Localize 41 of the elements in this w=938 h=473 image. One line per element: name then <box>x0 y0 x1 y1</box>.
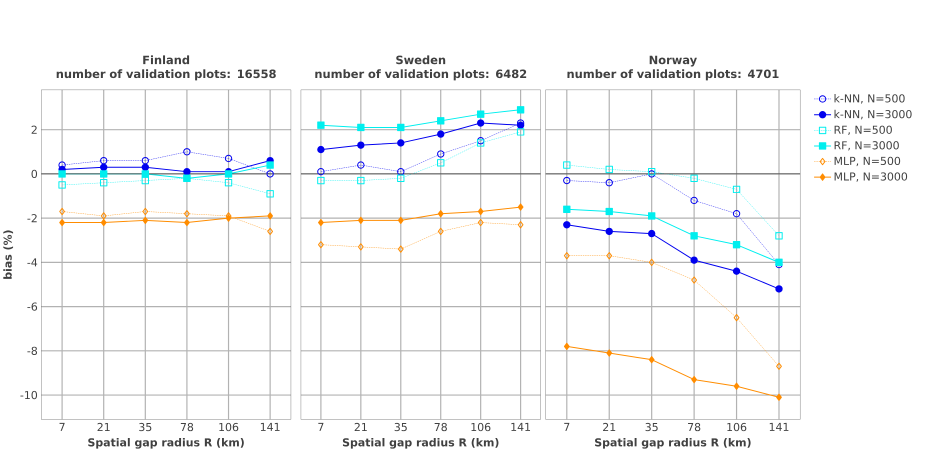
x-tick-label: 35 <box>646 422 658 432</box>
legend-label: k-NN, N=3000 <box>834 110 912 120</box>
x-tick-label: 78 <box>688 422 700 432</box>
chart-title: Norway <box>650 56 697 66</box>
y-tick-label: -2 <box>27 214 37 222</box>
x-tick-label: 78 <box>434 422 447 432</box>
y-tick-label: -6 <box>27 302 38 311</box>
x-axis-title: Spatial gap radius R (km) <box>88 438 244 449</box>
x-tick-label: 141 <box>260 422 280 431</box>
x-tick-label: 21 <box>603 422 616 431</box>
chart-title: Sweden <box>396 55 446 64</box>
chart-subtitle: number of validation plots: 6482 <box>315 69 526 80</box>
x-tick-label: 106 <box>471 422 490 432</box>
legend-label: MLP, N=3000 <box>834 172 908 182</box>
legend-label: k-NN, N=500 <box>834 94 905 104</box>
x-tick-label: 106 <box>727 422 746 432</box>
x-tick-label: 7 <box>318 422 324 431</box>
legend-label: MLP, N=500 <box>834 156 900 166</box>
legend-label: RF, N=500 <box>834 125 892 135</box>
x-tick-label: 35 <box>139 422 152 432</box>
x-tick-label: 21 <box>354 422 367 431</box>
x-axis-title: Spatial gap radius R (km) <box>342 438 498 449</box>
chart-subtitle: number of validation plots: 16558 <box>56 69 276 80</box>
y-tick-label: 2 <box>32 125 37 134</box>
y-axis-title: bias (%) <box>3 230 14 279</box>
x-tick-label: 21 <box>98 422 110 431</box>
x-tick-label: 141 <box>770 422 788 431</box>
y-tick-label: 0 <box>32 170 38 178</box>
y-tick-label: -10 <box>20 390 38 400</box>
y-tick-label: -4 <box>27 258 38 266</box>
chart-subtitle: number of validation plots: 4701 <box>567 69 779 80</box>
x-tick-label: 141 <box>511 422 530 431</box>
x-tick-label: 106 <box>219 422 238 432</box>
x-tick-label: 35 <box>394 422 407 432</box>
x-tick-label: 7 <box>60 422 65 431</box>
x-tick-label: 78 <box>180 422 194 432</box>
x-axis-title: Spatial gap radius R (km) <box>595 438 751 449</box>
y-tick-label: -8 <box>27 346 38 355</box>
legend-label: RF, N=3000 <box>834 141 899 150</box>
chart-title: Finland <box>143 55 190 64</box>
x-tick-label: 7 <box>564 422 570 431</box>
